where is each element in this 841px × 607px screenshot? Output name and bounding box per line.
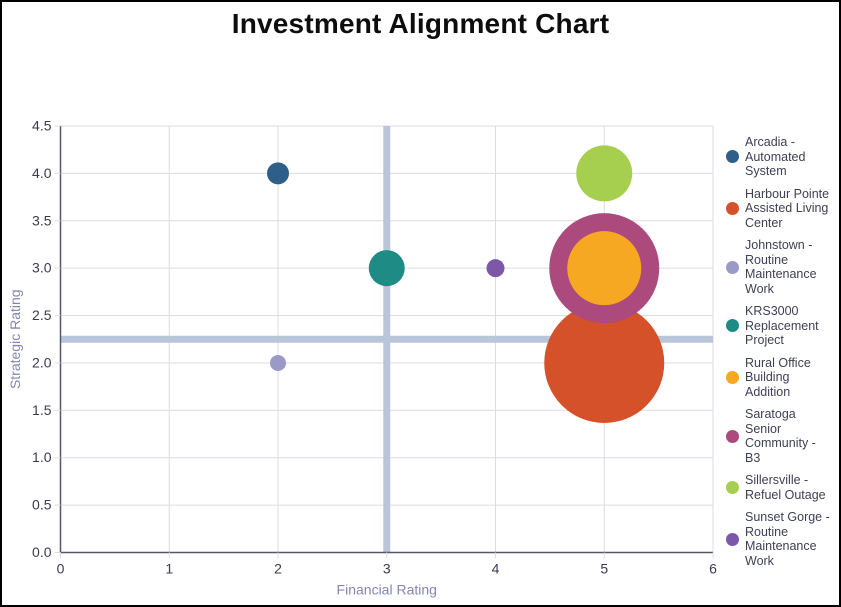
x-tick-label: 2 [274, 561, 282, 577]
bubble-arcadia-automated-system[interactable] [267, 162, 289, 185]
x-tick-label: 1 [165, 561, 173, 577]
legend-item-label: Saratoga Senior Community - B3 [745, 407, 816, 465]
tick-marks [54, 125, 714, 559]
legend-marker-icon [726, 429, 739, 443]
legend-item-label: Johnstown - Routine Maintenance Work [745, 238, 817, 296]
y-tick-label: 1.0 [32, 449, 52, 465]
legend-marker-icon [726, 201, 739, 215]
chart-legend: Arcadia - Automated System Harbour Pointe… [726, 135, 838, 568]
y-tick-label: 2.0 [32, 354, 52, 370]
bubble-series [267, 145, 665, 423]
y-tick-label: 3.0 [32, 260, 52, 276]
x-tick-label: 0 [57, 561, 65, 577]
x-axis-title: Financial Rating [337, 582, 437, 598]
y-tick-label: 0.0 [32, 544, 52, 560]
legend-item-saratoga-senior-community-b3[interactable]: Saratoga Senior Community - B3 [726, 407, 838, 465]
y-tick-label: 3.5 [32, 212, 52, 228]
y-axis-title: Strategic Rating [7, 289, 23, 389]
bubble-sunset-gorge-routine-maintenance-work[interactable] [486, 259, 505, 278]
legend-item-rural-office-building-addition[interactable]: Rural Office Building Addition [726, 356, 838, 400]
x-tick-label: 6 [709, 561, 717, 577]
legend-item-label: Arcadia - Automated System [745, 135, 806, 178]
legend-item-label: KRS3000 Replacement Project [745, 304, 819, 347]
legend-item-sillersville-refuel-outage[interactable]: Sillersville - Refuel Outage [726, 473, 838, 502]
legend-marker-icon [726, 532, 739, 546]
legend-marker-icon [726, 319, 739, 333]
y-tick-label: 4.0 [32, 165, 52, 181]
x-tick-label: 5 [600, 561, 608, 577]
legend-item-label: Rural Office Building Addition [745, 355, 811, 399]
legend-item-johnstown-routine-maintenance-work[interactable]: Johnstown - Routine Maintenance Work [726, 238, 838, 296]
x-tick-label: 3 [383, 561, 391, 577]
legend-item-label: Sillersville - Refuel Outage [745, 473, 826, 502]
legend-item-arcadia-automated-system[interactable]: Arcadia - Automated System [726, 135, 838, 179]
y-tick-label: 4.5 [32, 118, 52, 134]
legend-item-sunset-gorge-routine-maintenance-work[interactable]: Sunset Gorge - Routine Maintenance Work [726, 510, 838, 568]
bubble-harbour-pointe-assisted-living-center[interactable] [544, 302, 665, 423]
chart-title: Investment Alignment Chart [231, 8, 610, 39]
tick-labels: 0.0 0.5 1.0 1.5 2.0 2.5 3.0 3.5 4.0 4.5 0 1 2 3 4 5 6 [32, 118, 717, 577]
legend-marker-icon [726, 260, 739, 274]
bubble-sillersville-refuel-outage[interactable] [576, 145, 633, 202]
legend-item-krs3000-replacement-project[interactable]: KRS3000 Replacement Project [726, 304, 838, 348]
bubble-krs3000-replacement-project[interactable] [368, 250, 405, 287]
legend-marker-icon [726, 150, 739, 164]
legend-marker-icon [726, 370, 739, 384]
legend-marker-icon [726, 481, 739, 494]
legend-item-label: Harbour Pointe Assisted Living Center [745, 186, 830, 230]
legend-item-harbour-pointe-assisted-living-center[interactable]: Harbour Pointe Assisted Living Center [726, 187, 838, 231]
y-tick-label: 0.5 [32, 497, 52, 513]
y-tick-label: 2.5 [32, 307, 52, 323]
x-tick-label: 4 [492, 561, 500, 577]
bubble-rural-office-building-addition[interactable] [567, 231, 642, 306]
y-tick-label: 1.5 [32, 402, 52, 418]
bubble-johnstown-routine-maintenance-work[interactable] [270, 354, 286, 371]
legend-item-label: Sunset Gorge - Routine Maintenance Work [745, 510, 830, 568]
